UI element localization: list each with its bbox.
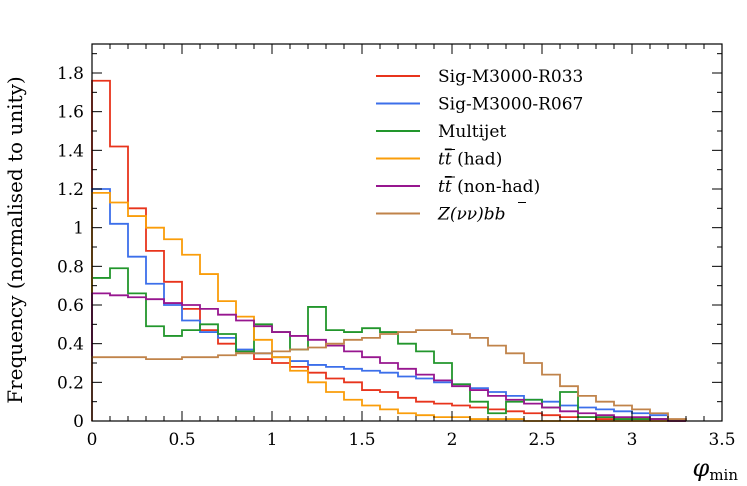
x-axis-title-subscript: min (709, 466, 738, 484)
series-line-5 (91, 329, 687, 421)
x-tick-label: 2.5 (528, 430, 555, 450)
series-line-0 (91, 79, 686, 422)
y-tick-label: 0.4 (57, 335, 84, 355)
axis-ticks (91, 44, 723, 422)
x-axis-title-symbol: φ (693, 454, 710, 482)
histogram-lines (91, 79, 687, 422)
tick-labels: 0 0.5 1 1.5 2 2.5 3 3.5 0 0.2 0.4 0.6 0.8 1 1.2 1.4 1.6 1… (57, 64, 736, 450)
y-tick-label: 1.2 (57, 180, 84, 200)
legend-entry-4: tt (non-had) (438, 177, 540, 197)
y-tick-label: 1 (73, 219, 84, 239)
series-line-2 (91, 267, 686, 422)
x-tick-label: 0.5 (168, 430, 195, 450)
x-tick-label: 1.5 (348, 430, 375, 450)
legend-entry-2: Multijet (438, 122, 506, 142)
y-tick-label: 0.6 (57, 296, 84, 316)
legend-entry-1: Sig-M3000-R067 (438, 95, 583, 115)
y-tick-label: 0.8 (57, 257, 84, 277)
y-tick-label: 0.2 (57, 373, 84, 393)
legend-entry-3: tt (had) (438, 150, 502, 170)
y-tick-label: 1.6 (57, 103, 84, 123)
plot-frame (91, 43, 723, 422)
legend: Sig-M3000-R033 Sig-M3000-R067 Multijet tt (… (376, 67, 583, 225)
x-tick-label: 2 (447, 430, 458, 450)
y-tick-label: 1.8 (57, 64, 84, 84)
x-tick-label: 3.5 (708, 430, 735, 450)
x-axis-title: φmin (693, 454, 739, 484)
y-axis-title: Frequency (normalised to unity) (3, 76, 27, 404)
series-line-4 (91, 292, 686, 422)
y-tick-label: 0 (73, 412, 84, 432)
legend-entry-5: Z(νν)bb (437, 205, 506, 225)
y-tick-label: 1.4 (57, 141, 84, 161)
x-tick-label: 0 (87, 430, 98, 450)
x-tick-label: 3 (627, 430, 638, 450)
legend-entry-0: Sig-M3000-R033 (438, 67, 583, 87)
x-tick-label: 1 (267, 430, 278, 450)
